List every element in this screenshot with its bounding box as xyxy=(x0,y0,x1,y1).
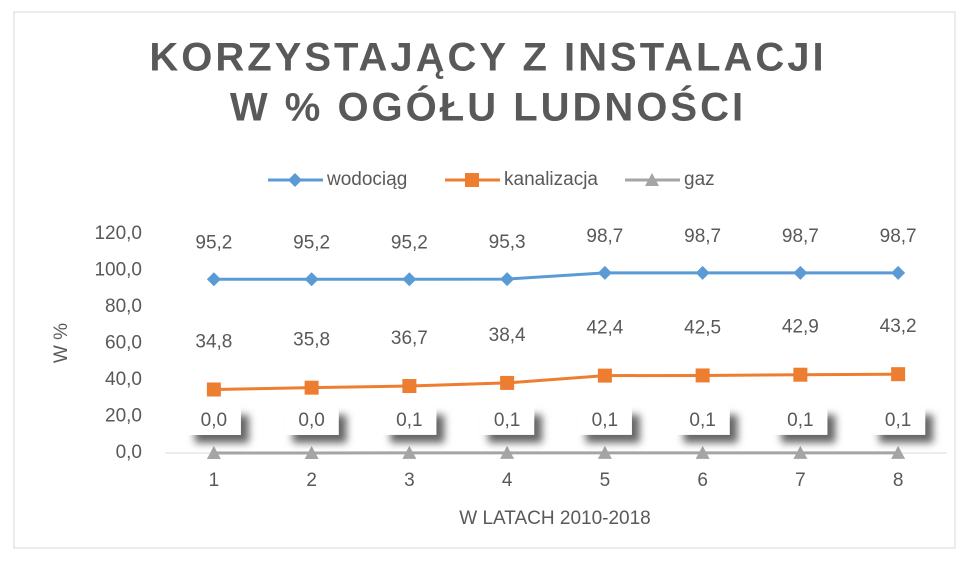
marker xyxy=(793,265,808,280)
y-tick-label: 20,0 xyxy=(105,406,142,427)
x-tick-label: 8 xyxy=(893,470,904,491)
data-label: 42,9 xyxy=(782,317,819,338)
marker xyxy=(597,265,612,280)
marker xyxy=(304,272,319,287)
marker xyxy=(500,445,515,459)
label-box xyxy=(675,406,730,435)
data-label: 0,1 xyxy=(396,410,422,431)
marker xyxy=(597,368,612,383)
data-label: 36,7 xyxy=(391,328,428,349)
data-label: 95,2 xyxy=(391,232,428,253)
data-label: 0,0 xyxy=(201,410,227,431)
y-tick-label: 0,0 xyxy=(116,442,142,463)
marker xyxy=(206,446,221,459)
data-label: 43,2 xyxy=(880,316,917,337)
marker xyxy=(891,445,906,459)
chart-title: KORZYSTAJĄCY Z INSTALACJI xyxy=(149,36,826,80)
marker xyxy=(695,368,710,383)
marker xyxy=(695,265,710,280)
data-label: 0,1 xyxy=(787,410,813,431)
y-tick-label: 100,0 xyxy=(94,260,142,281)
x-tick-label: 2 xyxy=(306,470,317,491)
x-tick-label: 7 xyxy=(795,470,806,491)
marker xyxy=(645,173,659,186)
x-tick-label: 5 xyxy=(600,470,611,491)
data-label: 0,1 xyxy=(885,410,911,431)
y-tick-label: 60,0 xyxy=(105,333,142,354)
line xyxy=(213,271,899,281)
data-label: 34,8 xyxy=(195,332,232,353)
label-box xyxy=(480,406,535,435)
data-label: 38,4 xyxy=(489,325,526,346)
x-tick-label: 1 xyxy=(209,470,220,491)
data-label: 95,3 xyxy=(489,232,526,253)
x-tick-label: 6 xyxy=(697,470,708,491)
marker xyxy=(402,445,417,459)
y-tick-label: 80,0 xyxy=(105,296,142,317)
marker xyxy=(891,367,906,382)
label-box xyxy=(773,406,828,435)
marker xyxy=(695,445,710,459)
legend-label: wodociąg xyxy=(326,169,407,190)
data-label: 0,1 xyxy=(592,410,618,431)
data-label: 35,8 xyxy=(293,330,330,351)
line xyxy=(213,372,899,391)
marker xyxy=(793,367,808,382)
data-label: 0,0 xyxy=(298,410,324,431)
marker xyxy=(891,265,906,280)
marker xyxy=(206,272,221,287)
marker xyxy=(597,445,612,459)
marker xyxy=(500,375,515,390)
label-box xyxy=(186,407,241,435)
x-axis-title: W LATACH 2010-2018 xyxy=(459,508,651,529)
x-tick-label: 4 xyxy=(502,470,513,491)
data-label: 95,2 xyxy=(195,232,232,253)
data-label: 98,7 xyxy=(782,226,819,247)
chart-title: W % OGÓŁU LUDNOŚCI xyxy=(230,84,746,130)
y-tick-label: 120,0 xyxy=(94,223,142,244)
y-tick-label: 40,0 xyxy=(105,369,142,390)
marker xyxy=(304,446,319,459)
marker xyxy=(288,173,302,187)
data-label: 0,1 xyxy=(494,410,520,431)
data-label: 0,1 xyxy=(689,410,715,431)
x-tick-label: 3 xyxy=(404,470,415,491)
legend-label: gaz xyxy=(684,169,715,190)
data-label: 42,5 xyxy=(684,317,721,338)
marker xyxy=(304,380,319,395)
marker xyxy=(465,173,479,187)
data-label: 42,4 xyxy=(586,318,623,339)
data-label: 98,7 xyxy=(684,226,721,247)
marker xyxy=(500,272,515,287)
label-box xyxy=(284,407,339,435)
legend-label: kanalizacja xyxy=(504,169,598,190)
data-label: 98,7 xyxy=(880,226,917,247)
marker xyxy=(402,272,417,287)
data-label: 95,2 xyxy=(293,232,330,253)
label-box xyxy=(577,406,632,435)
data-label: 98,7 xyxy=(586,226,623,247)
label-box xyxy=(871,406,926,435)
y-axis-title: W % xyxy=(51,323,72,363)
marker xyxy=(402,379,417,394)
label-box xyxy=(382,406,437,435)
marker xyxy=(206,382,221,397)
marker xyxy=(793,445,808,459)
